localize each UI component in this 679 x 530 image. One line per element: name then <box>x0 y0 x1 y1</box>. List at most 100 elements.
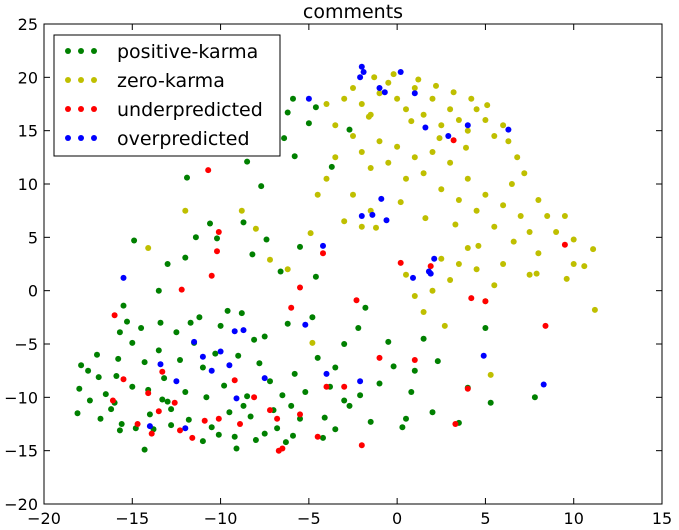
data-point <box>267 378 273 385</box>
plot-frame <box>43 23 663 505</box>
y-tick-label: −15 <box>4 442 38 461</box>
data-point <box>207 220 213 227</box>
data-point <box>309 339 316 346</box>
data-point <box>290 95 296 102</box>
data-point <box>275 447 282 454</box>
points-layer <box>74 63 598 454</box>
legend-marker <box>65 135 71 141</box>
data-point <box>500 202 507 209</box>
data-point <box>251 394 258 401</box>
data-point <box>95 374 102 381</box>
data-point <box>482 298 489 305</box>
data-point <box>468 295 475 302</box>
data-point <box>240 402 247 409</box>
data-point <box>450 89 457 96</box>
data-point <box>157 361 164 368</box>
data-point <box>350 191 356 198</box>
data-point <box>420 111 427 118</box>
data-point <box>314 433 321 440</box>
data-point <box>484 102 491 109</box>
data-point <box>261 333 268 340</box>
legend-marker <box>65 48 71 54</box>
data-point <box>563 275 570 282</box>
data-point <box>561 241 568 248</box>
ticks-layer: −20 −15 −10 −5 0 5 10 15 −20 −15 −10 −5 0 5 10 15 20 25 <box>4 15 672 528</box>
data-point <box>256 360 263 367</box>
data-point <box>455 197 462 203</box>
legend-marker <box>78 77 84 83</box>
data-point <box>164 398 171 405</box>
data-point <box>394 95 401 102</box>
data-point <box>215 415 222 422</box>
data-point <box>473 266 480 273</box>
data-point <box>215 431 222 438</box>
data-point <box>399 424 406 431</box>
data-point <box>429 95 436 102</box>
data-point <box>367 165 374 171</box>
data-point <box>590 246 597 253</box>
data-point <box>208 424 215 431</box>
data-point <box>297 243 303 250</box>
legend-marker <box>78 106 84 112</box>
data-point <box>97 415 104 422</box>
data-point <box>279 392 286 399</box>
data-point <box>155 347 162 354</box>
data-point <box>78 362 85 369</box>
data-point <box>411 367 418 374</box>
series-underpredicted <box>109 137 568 454</box>
data-point <box>297 411 303 418</box>
data-point <box>358 223 365 230</box>
data-point <box>360 69 367 75</box>
legend-marker <box>91 135 97 141</box>
x-tick-label: −10 <box>204 509 238 528</box>
x-tick-label: −5 <box>297 509 321 528</box>
data-point <box>441 322 448 329</box>
y-tick-label: −5 <box>14 335 38 354</box>
data-point <box>288 402 295 409</box>
data-point <box>505 138 512 145</box>
series-zero-karma <box>145 71 598 378</box>
chart-title: comments <box>303 1 403 23</box>
data-point <box>267 407 273 414</box>
data-point <box>323 101 330 107</box>
data-point <box>394 143 401 150</box>
data-point <box>235 352 242 359</box>
data-point <box>367 418 374 425</box>
data-point <box>297 284 303 291</box>
data-point <box>447 277 454 283</box>
data-point <box>341 383 348 390</box>
data-point <box>215 229 222 235</box>
data-point <box>385 338 392 345</box>
data-point <box>297 415 303 422</box>
data-point <box>408 389 415 395</box>
data-point <box>320 250 326 257</box>
data-point <box>570 261 577 267</box>
data-point <box>482 325 489 331</box>
data-point <box>307 230 314 237</box>
y-tick-label: 0 <box>28 282 38 301</box>
data-point <box>464 175 471 182</box>
data-point <box>231 377 238 384</box>
data-point <box>291 153 298 160</box>
x-tick-label: 0 <box>392 509 402 528</box>
data-point <box>171 399 178 406</box>
data-point <box>482 117 489 123</box>
data-point <box>570 236 577 243</box>
data-point <box>249 251 256 258</box>
data-point <box>436 135 443 142</box>
data-point <box>431 255 438 262</box>
data-point <box>397 69 404 75</box>
data-point <box>141 446 148 453</box>
x-tick-label: −20 <box>27 509 61 528</box>
data-point <box>350 133 356 139</box>
data-point <box>94 351 100 358</box>
data-point <box>74 410 81 417</box>
data-point <box>178 286 185 293</box>
data-point <box>510 238 517 245</box>
data-point <box>205 167 212 174</box>
data-point <box>376 354 383 361</box>
data-point <box>302 389 309 395</box>
data-point <box>247 413 254 420</box>
data-point <box>146 411 153 418</box>
